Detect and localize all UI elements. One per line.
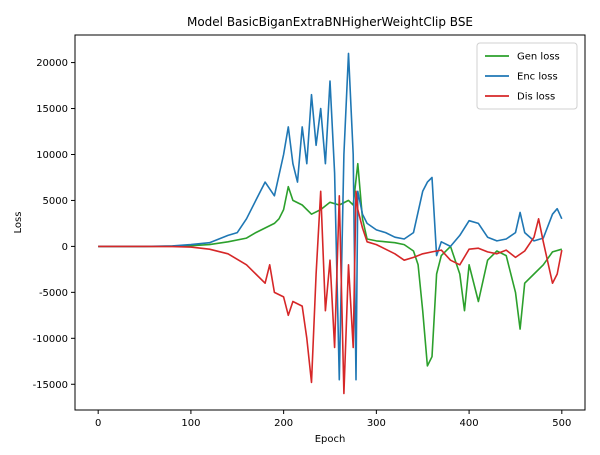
x-tick-label: 400: [460, 418, 479, 429]
y-axis-ticks: -15000 -10000 -5000 0 5000 10000 15000 20000: [33, 58, 75, 391]
legend-entry: Dis loss: [517, 92, 555, 103]
y-tick-label: 20000: [36, 58, 68, 69]
y-tick-label: 0: [62, 242, 68, 253]
axes-frame: [74, 34, 586, 411]
y-tick-label: -15000: [33, 380, 68, 391]
x-tick-label: 500: [552, 418, 571, 429]
x-axis-ticks: 0 100 200 300 400 500: [95, 410, 571, 429]
x-tick-label: 200: [274, 418, 293, 429]
legend-entry: Gen loss: [517, 52, 560, 63]
x-tick-label: 0: [95, 418, 101, 429]
legend-box: [476, 42, 578, 110]
x-tick-label: 100: [181, 418, 200, 429]
x-axis-label: Epoch: [315, 434, 346, 445]
legend: Gen loss Enc loss Dis loss: [476, 42, 578, 110]
y-tick-label: 15000: [36, 104, 68, 115]
series-line-dis-loss: [98, 190, 563, 395]
chart-title: Model BasicBiganExtraBNHigherWeightClip …: [187, 15, 473, 29]
y-tick-label: -5000: [39, 288, 68, 299]
y-tick-label: 10000: [36, 150, 68, 161]
series-line-enc-loss: [98, 52, 563, 381]
series-line-gen-loss: [98, 162, 563, 367]
plot-area: [98, 52, 563, 395]
y-tick-label: 5000: [43, 196, 68, 207]
legend-entry: Enc loss: [517, 72, 558, 83]
y-axis-label: Loss: [13, 212, 24, 234]
y-tick-label: -10000: [33, 334, 68, 345]
x-tick-label: 300: [367, 418, 386, 429]
